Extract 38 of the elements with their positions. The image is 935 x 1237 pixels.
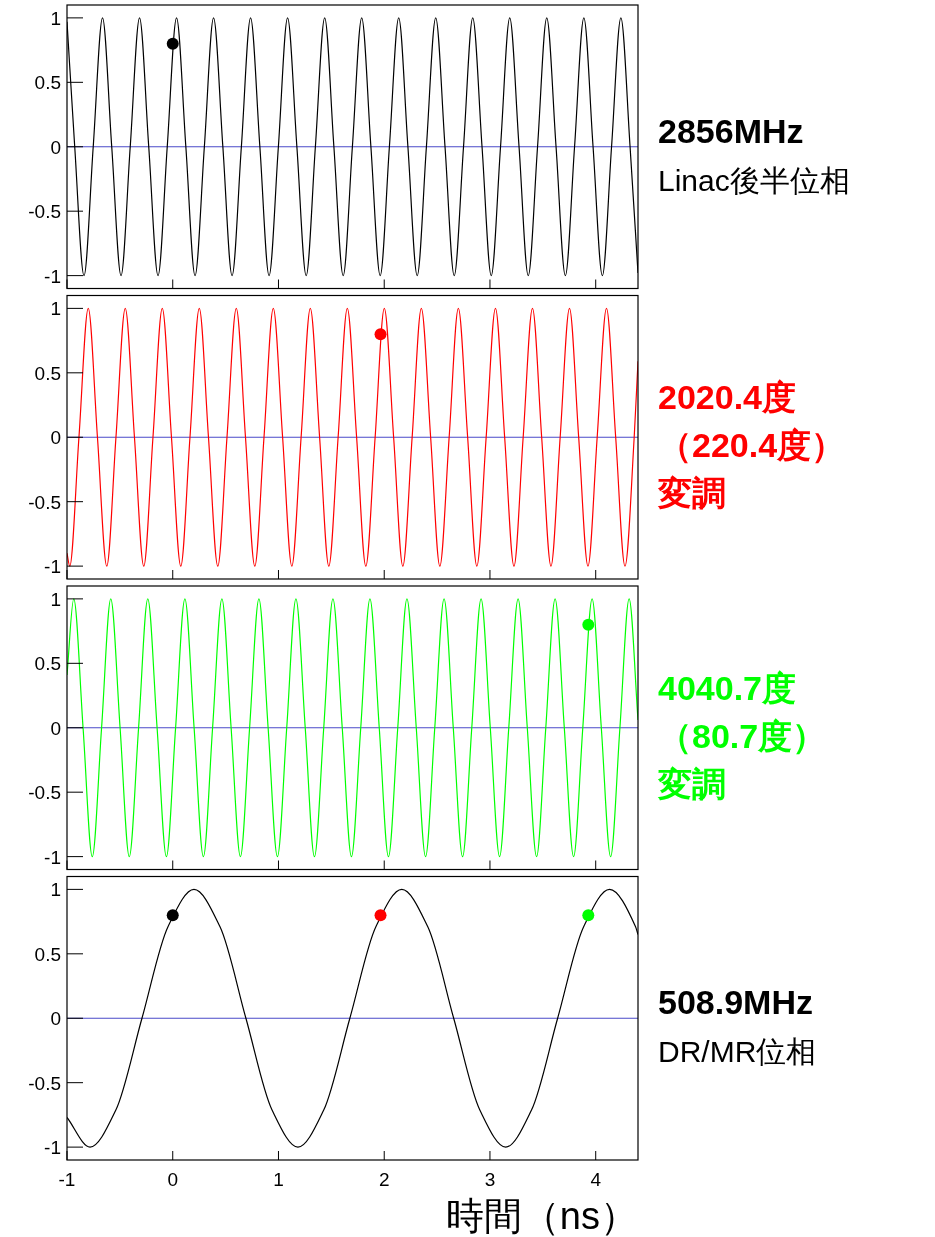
line-series [67, 307, 638, 567]
y-tick-label: 0 [50, 427, 61, 449]
x-axis-title: 時間（ns） [445, 1195, 638, 1237]
x-tick-label: 2 [378, 1169, 390, 1190]
text: Linac後半位相 [658, 163, 850, 197]
y-tick-label: -1 [44, 556, 61, 578]
text: 変調 [657, 764, 726, 803]
y-tick-label: 1 [50, 298, 61, 320]
text: 4040.7度 [658, 668, 796, 707]
y-tick-label: -0.5 [28, 201, 61, 223]
text: 508.9MHz [658, 983, 813, 1022]
y-tick-label: -0.5 [28, 782, 61, 804]
y-tick-label: -0.5 [28, 491, 61, 513]
text: 2856MHz [658, 111, 804, 150]
y-tick-label: 0.5 [34, 72, 61, 94]
y-tick-label: 0 [50, 717, 61, 739]
text: （220.4度） [658, 426, 846, 465]
y-tick-label: 0 [50, 136, 61, 158]
text: 2020.4度 [658, 378, 796, 417]
y-tick-label: 0.5 [34, 362, 61, 384]
x-tick-label: 3 [484, 1169, 496, 1190]
y-tick-label: 0 [50, 1008, 61, 1030]
x-tick-label: 4 [590, 1169, 602, 1190]
y-tick-label: -1 [44, 846, 61, 868]
y-tick-label: 1 [50, 7, 61, 29]
y-tick-label: 0.5 [34, 943, 61, 965]
text: 変調 [657, 474, 726, 513]
y-tick-label: 1 [50, 588, 61, 610]
text: DR/MR位相 [658, 1035, 817, 1069]
x-tick-label: 1 [273, 1169, 284, 1190]
y-tick-label: -1 [44, 1137, 61, 1159]
y-tick-label: 0.5 [34, 653, 61, 675]
y-tick-label: -1 [44, 265, 61, 287]
y-tick-label: -0.5 [28, 1072, 61, 1094]
line-series [67, 598, 638, 858]
x-tick-label: 0 [167, 1169, 179, 1190]
text: （80.7度） [658, 716, 827, 755]
y-tick-label: 1 [50, 879, 61, 901]
